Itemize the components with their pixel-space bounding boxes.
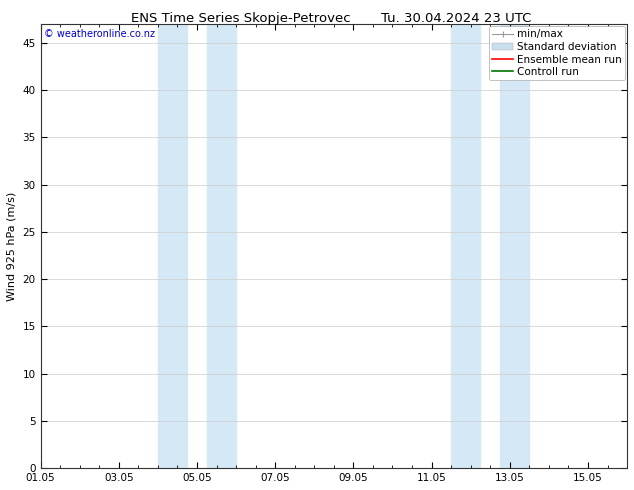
Text: Tu. 30.04.2024 23 UTC: Tu. 30.04.2024 23 UTC [381, 12, 532, 25]
Legend: min/max, Standard deviation, Ensemble mean run, Controll run: min/max, Standard deviation, Ensemble me… [489, 26, 625, 80]
Text: ENS Time Series Skopje-Petrovec: ENS Time Series Skopje-Petrovec [131, 12, 351, 25]
Bar [451, 24, 481, 468]
Bar [500, 24, 529, 468]
Text: © weatheronline.co.nz: © weatheronline.co.nz [44, 28, 155, 39]
Bar [158, 24, 187, 468]
Bar [207, 24, 236, 468]
Y-axis label: Wind 925 hPa (m/s): Wind 925 hPa (m/s) [7, 192, 17, 301]
